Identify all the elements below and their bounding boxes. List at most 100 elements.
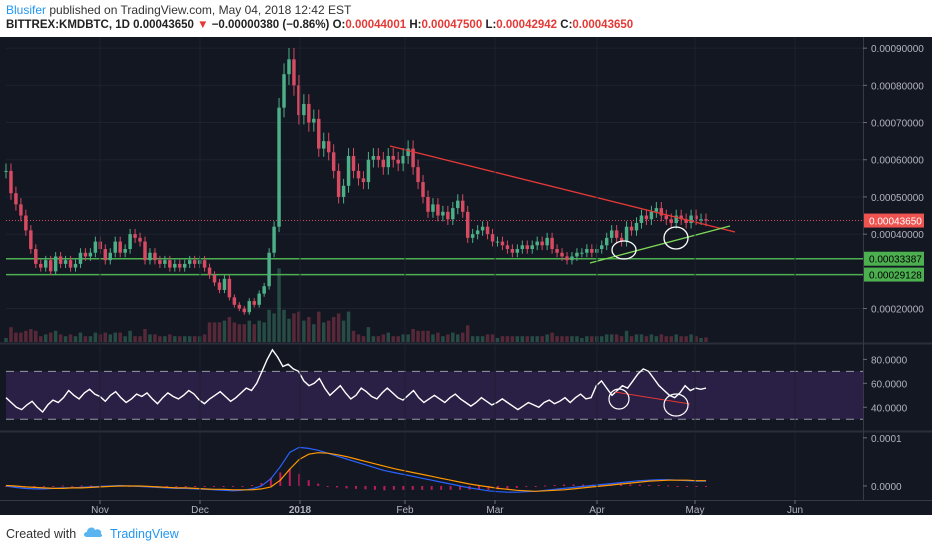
volume-bar <box>421 330 425 342</box>
volume-bar <box>629 336 634 342</box>
volume-bar <box>391 336 395 342</box>
candle-body <box>704 219 708 221</box>
volume-bar <box>123 336 127 342</box>
candle-body <box>639 215 644 223</box>
volume-bar <box>73 336 78 342</box>
candle-body <box>19 204 23 216</box>
candle-body <box>525 245 530 250</box>
volume-bar <box>386 332 391 342</box>
rsi-pane[interactable] <box>5 348 863 420</box>
volume-bar <box>187 336 192 342</box>
volume-bar <box>118 332 122 342</box>
candle-body <box>143 241 147 261</box>
volume-bar <box>356 334 361 342</box>
candle-body <box>88 252 93 257</box>
candle-body <box>391 156 395 160</box>
candle-body <box>24 215 28 231</box>
volume-bar <box>550 332 554 342</box>
candle-body <box>252 301 256 305</box>
tradingview-brand-link[interactable]: TradingView <box>110 527 179 541</box>
volume-bar <box>480 336 485 342</box>
volume-bar <box>257 320 261 342</box>
chart-svg[interactable]: Nov Dec 2018 Feb Mar Apr May Jun 0.000900000.00… <box>0 37 932 516</box>
support-price-badge <box>864 267 924 282</box>
last-price-badge <box>864 213 924 228</box>
volume-bar <box>217 322 222 342</box>
annotation-circle <box>663 393 689 417</box>
candle-body <box>29 230 33 250</box>
macd-histogram-bar <box>14 485 17 488</box>
candle-body <box>649 211 654 220</box>
chart-area[interactable]: Nov Dec 2018 Feb Mar Apr May Jun 0.00090000 0.00… <box>0 37 932 516</box>
tradingview-cloud-icon[interactable] <box>82 524 104 540</box>
price-tick-label: 0.00060000 <box>871 156 924 167</box>
volume-bar <box>282 309 286 342</box>
candle-body <box>163 260 167 264</box>
volume-bar <box>128 330 132 342</box>
candle-body <box>386 156 391 168</box>
candle-body <box>14 193 18 205</box>
macd-histogram-bar <box>544 485 547 487</box>
chart-background <box>0 37 932 515</box>
volume-bar <box>262 322 266 342</box>
volume-bar <box>619 336 624 342</box>
candle-body <box>212 275 217 283</box>
volume-bar <box>366 327 371 342</box>
volume-bar <box>88 336 93 342</box>
candle-body <box>679 215 683 220</box>
candle-body <box>629 226 634 231</box>
candle-body <box>465 211 470 238</box>
close-value: 0.00043650 <box>572 19 634 31</box>
volume-bar <box>679 336 683 342</box>
candle-body <box>674 215 678 223</box>
candle-body <box>93 241 98 253</box>
volume-bar <box>590 336 594 342</box>
author-link[interactable]: Blusifer <box>6 3 47 17</box>
candle-body <box>431 204 435 212</box>
volume-bar <box>609 334 614 342</box>
volume-bar <box>664 336 669 342</box>
volume-bar <box>441 336 445 342</box>
volume-bar <box>272 313 276 342</box>
volume-bar <box>158 336 162 342</box>
volume-bar <box>277 268 281 342</box>
volume-bar <box>43 334 48 342</box>
volume-bar <box>252 324 256 342</box>
candle-body <box>83 252 88 257</box>
candle-body <box>624 226 629 242</box>
macd-histogram-bar <box>657 485 660 486</box>
candle-body <box>461 200 465 212</box>
volume-bar <box>29 329 33 342</box>
macd-histogram-bar <box>61 485 64 487</box>
rsi-tick-label: 60.0000 <box>871 379 908 390</box>
candle-body <box>34 249 38 264</box>
volume-bar <box>505 336 510 342</box>
macd-pane[interactable] <box>5 446 707 493</box>
volume-bar <box>297 311 301 342</box>
annotation-circle <box>608 388 630 410</box>
last-price: 0.00043650 <box>133 19 194 31</box>
volume-bar <box>192 336 197 342</box>
volume-bar <box>684 336 688 342</box>
candle-body <box>68 260 73 268</box>
x-tick-label: 2018 <box>289 505 312 515</box>
candle-body <box>9 170 13 194</box>
price-pane[interactable] <box>4 47 863 342</box>
macd-histogram-bar <box>307 480 310 486</box>
volume-bar <box>202 334 207 342</box>
volume-bar <box>212 322 217 342</box>
candle-body <box>222 278 227 290</box>
volume-bar <box>436 332 440 342</box>
candle-body <box>227 278 232 298</box>
volume-bar <box>346 311 351 342</box>
volume-bar <box>24 330 28 342</box>
footer-bar: Created with TradingView <box>0 515 932 550</box>
candle-body <box>550 237 554 250</box>
volume-bar <box>530 336 534 342</box>
volume-bar <box>292 313 296 342</box>
volume-bar <box>207 322 212 342</box>
macd-histogram-bar <box>676 485 679 487</box>
volume-bar <box>148 334 152 342</box>
candle-body <box>232 297 237 305</box>
candle-body <box>63 260 68 264</box>
